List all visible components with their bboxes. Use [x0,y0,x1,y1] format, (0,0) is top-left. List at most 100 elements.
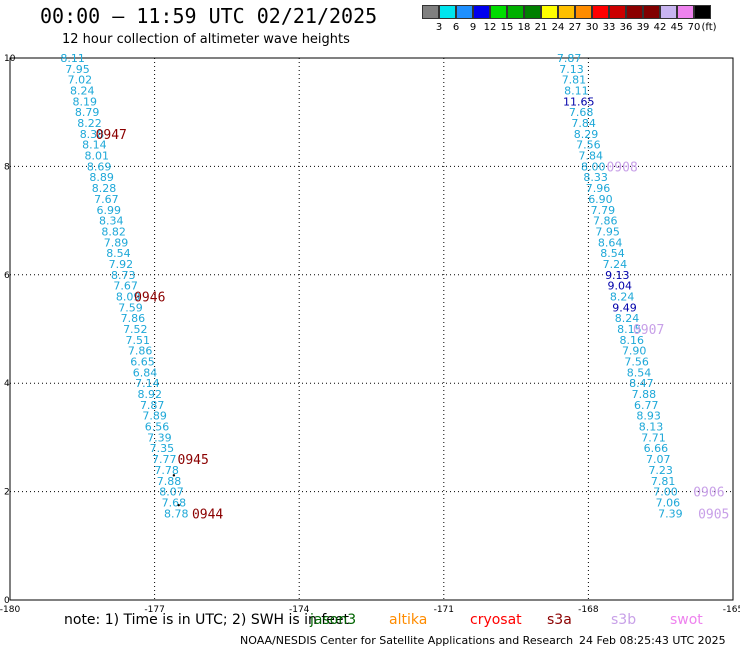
wave-height-label: 6.99 [97,204,122,217]
wave-height-label: 7.59 [118,301,143,314]
mission-label: swot [670,612,703,628]
legend-swatch [609,5,626,19]
page-title: 00:00 – 11:59 UTC 02/21/2025 [40,4,378,28]
legend-bin-label: 33 [602,22,616,33]
wave-height-label: 7.89 [142,410,167,423]
point-marker [172,474,176,477]
wave-height-label: 8.24 [70,85,95,98]
wave-height-label: 8.16 [620,334,645,347]
pass-time-label: 0946 [134,290,165,305]
wave-height-label: 8.29 [574,128,599,141]
x-tick-label: -180 [0,605,20,615]
mission-label: cryosat [470,612,522,628]
wave-height-label: 7.71 [641,431,666,444]
wave-height-label: 8.22 [77,117,102,130]
legend-bin-label: 45 [670,22,684,33]
wave-height-label: 8.14 [82,139,107,152]
wave-height-label: 8.01 [85,150,110,163]
legend-bin-label: 18 [517,22,531,33]
legend-bin-label: 30 [585,22,599,33]
wave-height-label: 8.19 [72,95,97,108]
legend-bin-label: 6 [452,22,460,33]
y-tick-label: 4 [4,379,10,389]
wave-height-label: 7.68 [162,496,187,509]
wave-height-label: 8.34 [99,215,124,228]
legend-bin-label: 24 [551,22,565,33]
wave-height-label: 7.51 [125,334,150,347]
wave-height-label: 7.39 [147,431,172,444]
legend-swatch [575,5,592,19]
wave-height-label: 7.68 [569,106,594,119]
wave-height-label: 7.56 [576,139,601,152]
mission-label: s3a [547,612,572,628]
wave-height-label: 7.79 [591,204,616,217]
legend-swatch [643,5,660,19]
y-tick-label: 8 [4,162,10,172]
wave-height-label: 7.24 [603,258,628,271]
legend-swatch [524,5,541,19]
wave-height-label: 7.86 [593,215,618,228]
legend-swatch [507,5,524,19]
wave-height-label: 6.65 [130,356,155,369]
wave-height-label: 7.95 [65,63,90,76]
wave-height-label: 8.07 [159,486,184,499]
y-tick-label: 10 [4,54,16,64]
wave-height-label: 7.84 [571,117,596,130]
credit-line: NOAA/NESDIS Center for Satellite Applica… [240,634,574,647]
wave-height-label: 7.07 [646,453,671,466]
wave-height-label: 7.88 [632,388,657,401]
x-tick-label: -177 [144,605,164,615]
wave-height-label: 6.90 [588,193,613,206]
legend-swatch [694,5,711,19]
wave-height-label: 7.67 [94,193,119,206]
wave-height-label: 8.54 [627,366,652,379]
wave-height-label: 7.78 [154,464,179,477]
legend-bin-label: 15 [500,22,514,33]
legend-swatch [541,5,558,19]
legend-swatch [422,5,439,19]
wave-height-label: 8.79 [75,106,100,119]
legend-bin-label: 36 [619,22,633,33]
wave-height-label: 8.69 [87,160,112,173]
legend-swatch [660,5,677,19]
wave-height-label: 9.13 [605,269,630,282]
generated-timestamp: 24 Feb 08:25:43 UTC 2025 [579,634,726,647]
wave-height-label: 6.66 [644,442,669,455]
legend-swatch [677,5,694,19]
wave-height-label: 7.00 [653,486,678,499]
wave-height-label: 8.11 [60,52,85,65]
wave-height-label: 8.64 [598,236,623,249]
wave-height-label: 7.92 [109,258,134,271]
mission-label: jason3 [310,612,357,628]
legend-swatch [439,5,456,19]
wave-height-label: 8.28 [92,182,117,195]
wave-height-label: 8.82 [101,225,126,238]
legend-swatch [592,5,609,19]
wave-height-label: 7.88 [157,475,182,488]
wave-height-label: 7.67 [113,280,138,293]
pass-time-label: 0944 [192,507,223,522]
wave-height-label: 7.14 [135,377,160,390]
mission-label: s3b [611,612,637,628]
legend-bin-label: 39 [636,22,650,33]
wave-height-label: 8.92 [138,388,163,401]
wave-height-label: 7.02 [68,74,93,87]
wave-height-label: 8.47 [629,377,654,390]
legend-swatch [456,5,473,19]
wave-height-label: 8.89 [89,171,114,184]
pass-time-label: 0907 [633,323,664,338]
wave-height-label: 7.96 [586,182,611,195]
x-tick-label: -171 [434,605,454,615]
wave-height-label: 8.11 [564,85,589,98]
wave-height-label: 11.65 [563,95,595,108]
y-tick-label: 2 [4,488,10,498]
wave-height-label: 8.13 [639,421,664,434]
wave-height-label: 8.24 [610,290,635,303]
wave-height-label: 7.87 [557,52,582,65]
wave-height-label: 8.73 [111,269,136,282]
wave-height-label: 7.81 [651,475,676,488]
x-tick-label: -165 [723,605,740,615]
pass-time-label: 0947 [96,128,127,143]
wave-height-label: 7.87 [140,399,165,412]
